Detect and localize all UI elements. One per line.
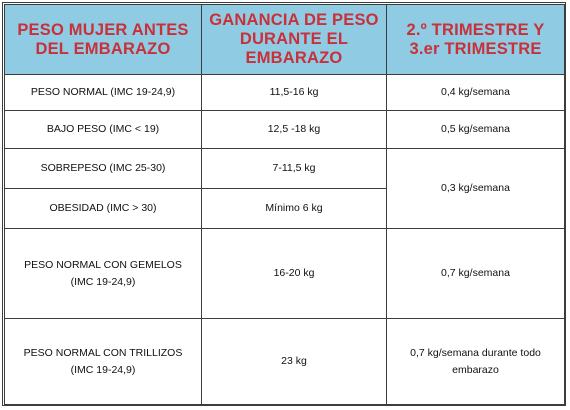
table-row: PESO NORMAL CON TRILLIZOS (IMC 19-24,9) … bbox=[4, 318, 565, 405]
category-cell: PESO NORMAL (IMC 19-24,9) bbox=[4, 74, 202, 111]
pregnancy-weight-gain-table: PESO MUJER ANTES DEL EMBARAZO GANANCIA D… bbox=[4, 4, 565, 405]
gain-cell: Mínimo 6 kg bbox=[201, 188, 387, 229]
table-outer-frame bbox=[2, 2, 566, 406]
category-line: PESO NORMAL CON TRILLIZOS bbox=[23, 346, 183, 359]
header-row: PESO MUJER ANTES DEL EMBARAZO GANANCIA D… bbox=[4, 4, 565, 75]
category-cell: BAJO PESO (IMC < 19) bbox=[4, 110, 202, 149]
gain-cell: 7-11,5 kg bbox=[201, 148, 387, 189]
rate-cell: 0,5 kg/semana bbox=[386, 110, 565, 149]
category-line: (IMC 19-24,9) bbox=[70, 275, 136, 288]
rate-line: embarazo bbox=[452, 363, 499, 376]
gain-cell: 11,5-16 kg bbox=[201, 74, 387, 111]
rate-cell-merged: 0,3 kg/semana bbox=[386, 148, 565, 229]
table-row: PESO NORMAL (IMC 19-24,9) 11,5-16 kg 0,4… bbox=[4, 74, 565, 111]
header-weight-gain: GANANCIA DE PESO DURANTE EL EMBARAZO bbox=[201, 4, 387, 75]
category-cell: OBESIDAD (IMC > 30) bbox=[4, 188, 202, 229]
table-row: OBESIDAD (IMC > 30) Mínimo 6 kg bbox=[4, 188, 565, 229]
table-row: SOBREPESO (IMC 25-30) 7-11,5 kg 0,3 kg/s… bbox=[4, 148, 565, 229]
header-pre-pregnancy-weight: PESO MUJER ANTES DEL EMBARAZO bbox=[4, 4, 202, 75]
category-cell: PESO NORMAL CON TRILLIZOS (IMC 19-24,9) bbox=[4, 318, 202, 405]
category-cell: PESO NORMAL CON GEMELOS (IMC 19-24,9) bbox=[4, 228, 202, 319]
table-row: PESO NORMAL CON GEMELOS (IMC 19-24,9) 16… bbox=[4, 228, 565, 319]
rate-cell: 0,4 kg/semana bbox=[386, 74, 565, 111]
category-cell: SOBREPESO (IMC 25-30) bbox=[4, 148, 202, 189]
gain-cell: 12,5 -18 kg bbox=[201, 110, 387, 149]
category-line: PESO NORMAL CON GEMELOS bbox=[24, 258, 182, 271]
gain-cell: 16-20 kg bbox=[201, 228, 387, 319]
rate-cell: 0,7 kg/semana durante todo embarazo bbox=[386, 318, 565, 405]
category-line: (IMC 19-24,9) bbox=[70, 363, 136, 376]
rate-cell: 0,7 kg/semana bbox=[386, 228, 565, 319]
header-trimester-rate: 2.º TRIMESTRE Y 3.er TRIMESTRE bbox=[386, 4, 565, 75]
gain-cell: 23 kg bbox=[201, 318, 387, 405]
table-row: BAJO PESO (IMC < 19) 12,5 -18 kg 0,5 kg/… bbox=[4, 110, 565, 149]
rate-line: 0,7 kg/semana durante todo bbox=[410, 346, 541, 359]
